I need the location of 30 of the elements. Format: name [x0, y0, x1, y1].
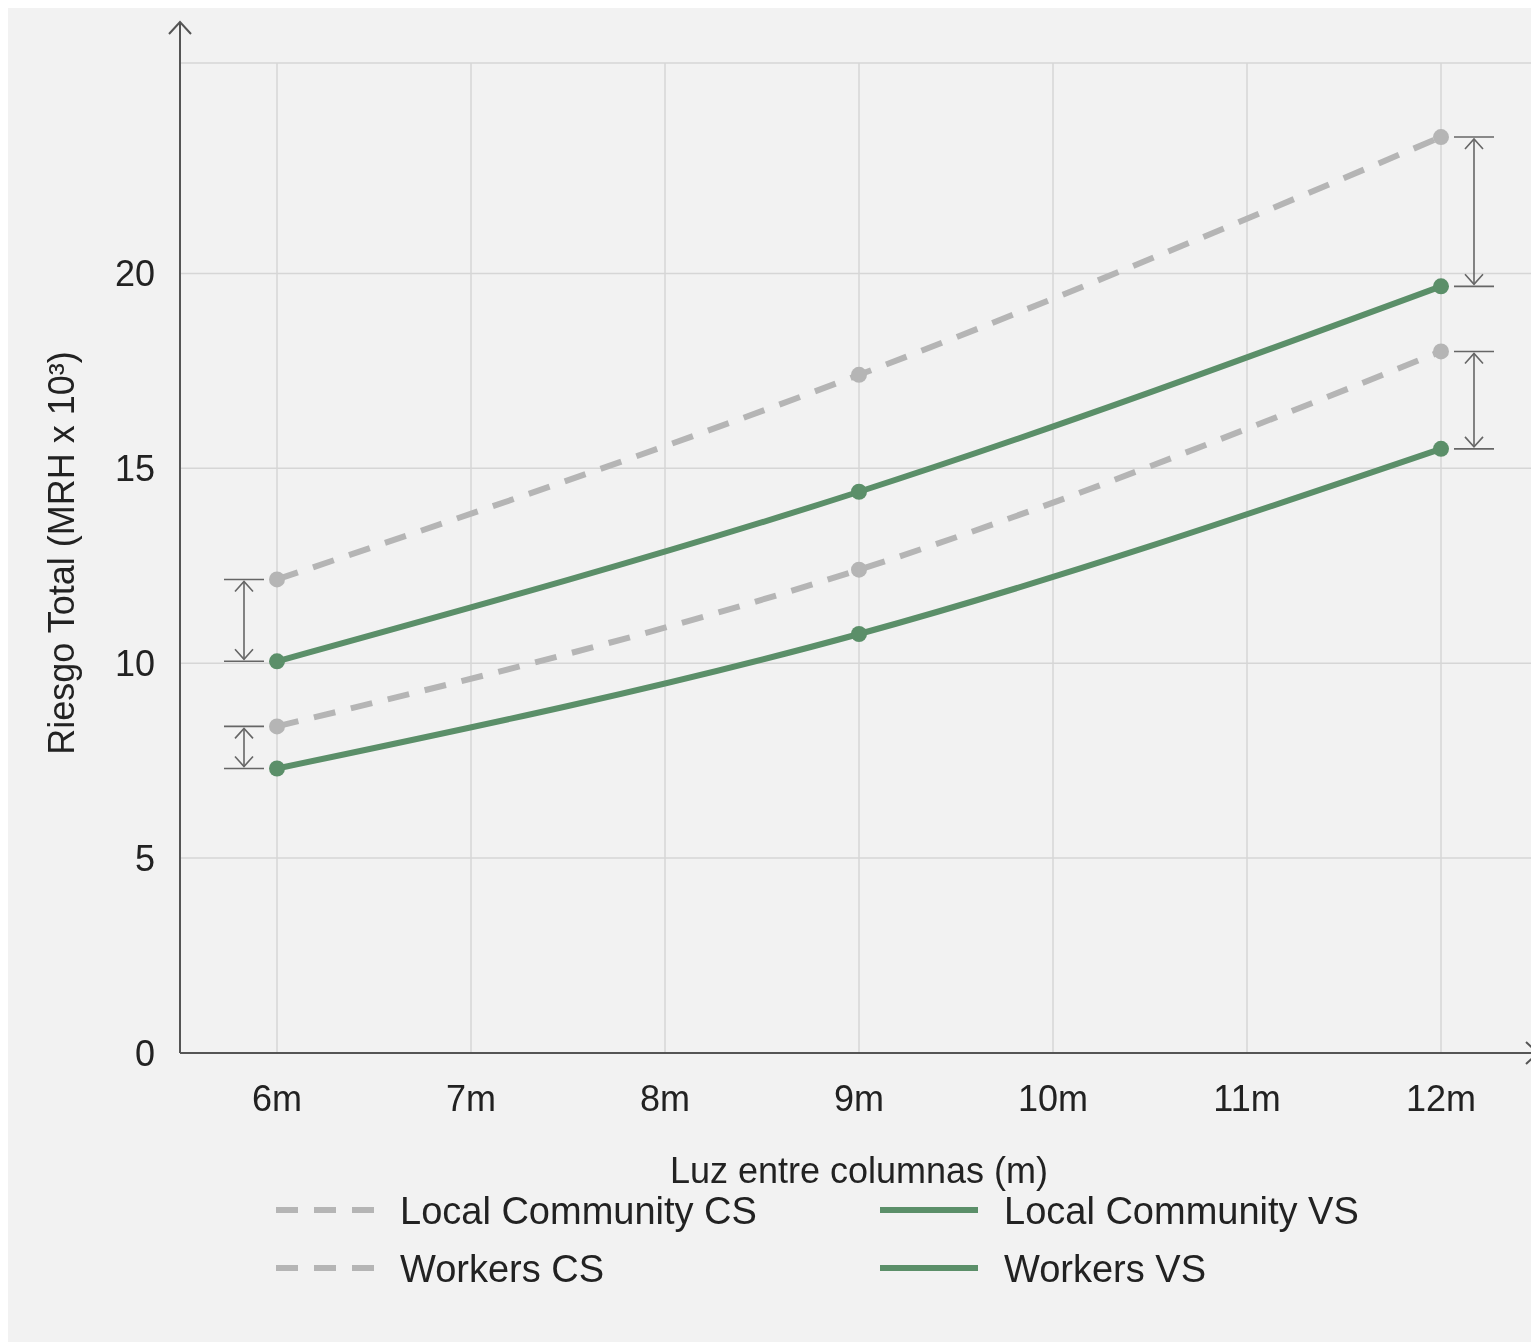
- y-tick-label: 15: [114, 448, 155, 490]
- point: [269, 718, 285, 735]
- x-tick-label: 6m: [251, 1078, 303, 1119]
- y-tick-label: 20: [114, 253, 155, 295]
- point: [851, 561, 867, 578]
- point: [269, 760, 285, 777]
- legend-label: Workers VS: [1004, 1248, 1207, 1290]
- point: [269, 571, 285, 588]
- point: [851, 626, 867, 642]
- y-axis-title: Riesgo Total (MRH x 10³): [41, 351, 82, 755]
- point: [1433, 129, 1449, 146]
- legend-label: Local Community CS: [400, 1190, 757, 1232]
- point: [269, 653, 285, 670]
- point: [1433, 278, 1449, 295]
- x-tick-label: 8m: [639, 1078, 691, 1119]
- x-tick-label: 7m: [445, 1078, 497, 1119]
- y-tick-label: 10: [114, 643, 155, 685]
- point: [1433, 343, 1449, 360]
- legend-label: Local Community VS: [1004, 1190, 1359, 1232]
- x-axis-title: Luz entre columnas (m): [669, 1150, 1049, 1191]
- x-tick-label: 9m: [833, 1078, 885, 1119]
- x-tick-label: 11m: [1213, 1078, 1281, 1119]
- point: [851, 483, 867, 500]
- y-tick-label: 5: [134, 838, 155, 880]
- legend-label: Workers CS: [400, 1248, 605, 1290]
- y-tick-label: 0: [134, 1033, 155, 1074]
- point: [851, 366, 867, 383]
- x-tick-label: 10m: [1017, 1078, 1089, 1119]
- point: [1433, 440, 1449, 457]
- x-tick-label: 12m: [1405, 1078, 1477, 1119]
